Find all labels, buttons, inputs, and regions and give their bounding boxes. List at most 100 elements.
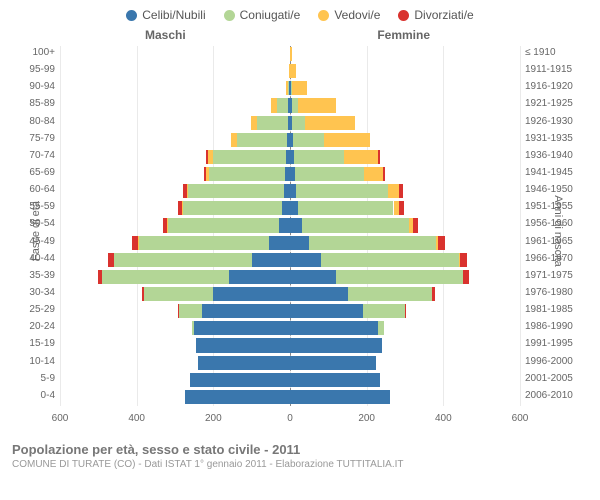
bar-seg-male	[187, 184, 189, 198]
x-tick: 400	[128, 413, 145, 424]
bar-seg-male	[192, 321, 194, 335]
bar-seg-female	[290, 373, 380, 387]
legend-swatch	[126, 10, 137, 21]
legend-label: Celibi/Nubili	[142, 8, 205, 22]
bar-seg-female	[364, 167, 383, 181]
bar-seg-female	[290, 47, 292, 61]
chart-footer: Popolazione per età, sesso e stato civil…	[0, 436, 600, 470]
age-label: 80-84	[15, 115, 55, 129]
x-tick: 200	[205, 413, 222, 424]
birth-label: 1996-2000	[525, 355, 588, 369]
legend-label: Vedovi/e	[334, 8, 380, 22]
bar-seg-female	[290, 201, 298, 215]
bar-seg-female	[293, 133, 324, 147]
age-row: 15-191991-1995	[60, 337, 520, 354]
bar-seg-female	[290, 321, 378, 335]
birth-label: 1956-1960	[525, 217, 588, 231]
bar-seg-male	[229, 270, 290, 284]
bar-seg-male	[202, 304, 290, 318]
bar-seg-female	[399, 201, 404, 215]
bar-seg-male	[209, 167, 286, 181]
bar-seg-male	[251, 116, 258, 130]
age-row: 0-42006-2010	[60, 389, 520, 406]
bar-seg-female	[460, 253, 468, 267]
birth-label: 1941-1945	[525, 166, 588, 180]
age-label: 15-19	[15, 337, 55, 351]
bar-seg-female	[290, 287, 348, 301]
bar-seg-female	[290, 356, 376, 370]
legend: Celibi/Nubili Coniugati/e Vedovi/e Divorzia…	[0, 0, 600, 26]
bar-seg-male	[185, 390, 290, 404]
bar-seg-female	[290, 218, 302, 232]
bar-seg-male	[167, 218, 168, 232]
age-row: 65-691941-1945	[60, 166, 520, 183]
bar-seg-female	[290, 390, 390, 404]
bar-seg-female	[295, 167, 364, 181]
birth-label: 1916-1920	[525, 80, 588, 94]
bar-seg-female	[290, 236, 309, 250]
bar-seg-male	[183, 184, 186, 198]
legend-label: Coniugati/e	[240, 8, 301, 22]
age-row: 10-141996-2000	[60, 355, 520, 372]
bar-seg-female	[302, 218, 409, 232]
bar-seg-male	[286, 81, 288, 95]
bar-seg-male	[139, 236, 269, 250]
age-row: 70-741936-1940	[60, 149, 520, 166]
birth-label: 1921-1925	[525, 97, 588, 111]
bar-seg-female	[290, 338, 382, 352]
age-label: 25-29	[15, 303, 55, 317]
age-row: 100+≤ 1910	[60, 46, 520, 63]
birth-label: 1966-1970	[525, 252, 588, 266]
age-label: 60-64	[15, 183, 55, 197]
bar-seg-male	[198, 356, 290, 370]
x-tick: 200	[358, 413, 375, 424]
legend-item: Celibi/Nubili	[126, 8, 205, 22]
age-row: 20-241986-1990	[60, 320, 520, 337]
age-label: 65-69	[15, 166, 55, 180]
age-label: 40-44	[15, 252, 55, 266]
bar-seg-female	[383, 167, 385, 181]
age-row: 45-491961-1965	[60, 235, 520, 252]
age-label: 95-99	[15, 63, 55, 77]
bar-seg-male	[194, 321, 290, 335]
birth-label: 1931-1935	[525, 132, 588, 146]
bar-seg-male	[206, 150, 208, 164]
birth-label: 1951-1955	[525, 200, 588, 214]
age-label: 75-79	[15, 132, 55, 146]
age-label: 85-89	[15, 97, 55, 111]
bar-seg-male	[167, 218, 278, 232]
birth-label: 1936-1940	[525, 149, 588, 163]
bar-seg-male	[178, 201, 181, 215]
age-row: 75-791931-1935	[60, 132, 520, 149]
age-label: 55-59	[15, 200, 55, 214]
birth-label: 2001-2005	[525, 372, 588, 386]
bar-seg-male	[183, 201, 283, 215]
bar-seg-male	[213, 150, 286, 164]
bar-seg-male	[231, 133, 237, 147]
bar-seg-female	[336, 270, 463, 284]
bar-seg-female	[309, 236, 436, 250]
x-tick: 400	[435, 413, 452, 424]
bar-seg-female	[378, 150, 380, 164]
age-label: 30-34	[15, 286, 55, 300]
bar-seg-female	[438, 236, 446, 250]
bar-seg-female	[292, 116, 305, 130]
age-row: 50-541956-1960	[60, 217, 520, 234]
bar-seg-female	[290, 304, 363, 318]
age-row: 95-991911-1915	[60, 63, 520, 80]
bar-seg-male	[196, 338, 290, 352]
age-row: 35-391971-1975	[60, 269, 520, 286]
bar-seg-female	[290, 270, 336, 284]
birth-label: ≤ 1910	[525, 46, 588, 60]
bar-seg-female	[399, 184, 403, 198]
bar-seg-male	[190, 373, 290, 387]
bar-seg-male	[102, 270, 229, 284]
age-row: 90-941916-1920	[60, 80, 520, 97]
bar-seg-male	[257, 116, 288, 130]
bar-seg-male	[108, 253, 114, 267]
bar-seg-male	[163, 218, 167, 232]
legend-item: Divorziati/e	[398, 8, 473, 22]
bar-seg-female	[344, 150, 379, 164]
bar-seg-female	[324, 133, 370, 147]
bar-seg-female	[296, 184, 388, 198]
